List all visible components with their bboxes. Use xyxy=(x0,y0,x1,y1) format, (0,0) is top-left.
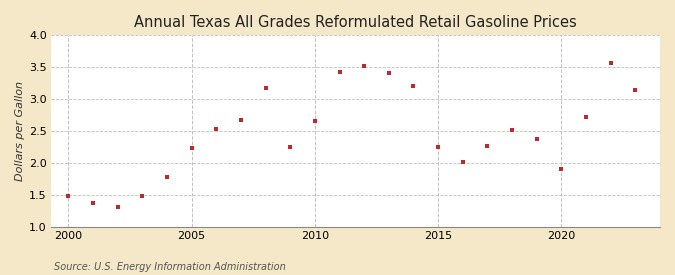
Point xyxy=(605,61,616,65)
Point xyxy=(359,64,370,68)
Point xyxy=(408,84,419,89)
Point xyxy=(556,166,567,171)
Point xyxy=(630,87,641,92)
Text: Source: U.S. Energy Information Administration: Source: U.S. Energy Information Administ… xyxy=(54,262,286,272)
Point xyxy=(482,144,493,148)
Point xyxy=(383,71,394,75)
Point xyxy=(285,145,296,149)
Point xyxy=(507,128,518,132)
Point xyxy=(137,194,148,198)
Point xyxy=(236,118,246,122)
Y-axis label: Dollars per Gallon: Dollars per Gallon xyxy=(15,81,25,181)
Point xyxy=(309,119,320,123)
Point xyxy=(63,194,74,198)
Point xyxy=(260,86,271,90)
Point xyxy=(186,146,197,150)
Point xyxy=(161,175,172,179)
Point xyxy=(580,115,591,119)
Point xyxy=(531,136,542,141)
Title: Annual Texas All Grades Reformulated Retail Gasoline Prices: Annual Texas All Grades Reformulated Ret… xyxy=(134,15,577,30)
Point xyxy=(334,70,345,74)
Point xyxy=(458,159,468,164)
Point xyxy=(88,201,99,205)
Point xyxy=(112,205,123,210)
Point xyxy=(211,127,221,131)
Point xyxy=(433,145,443,149)
